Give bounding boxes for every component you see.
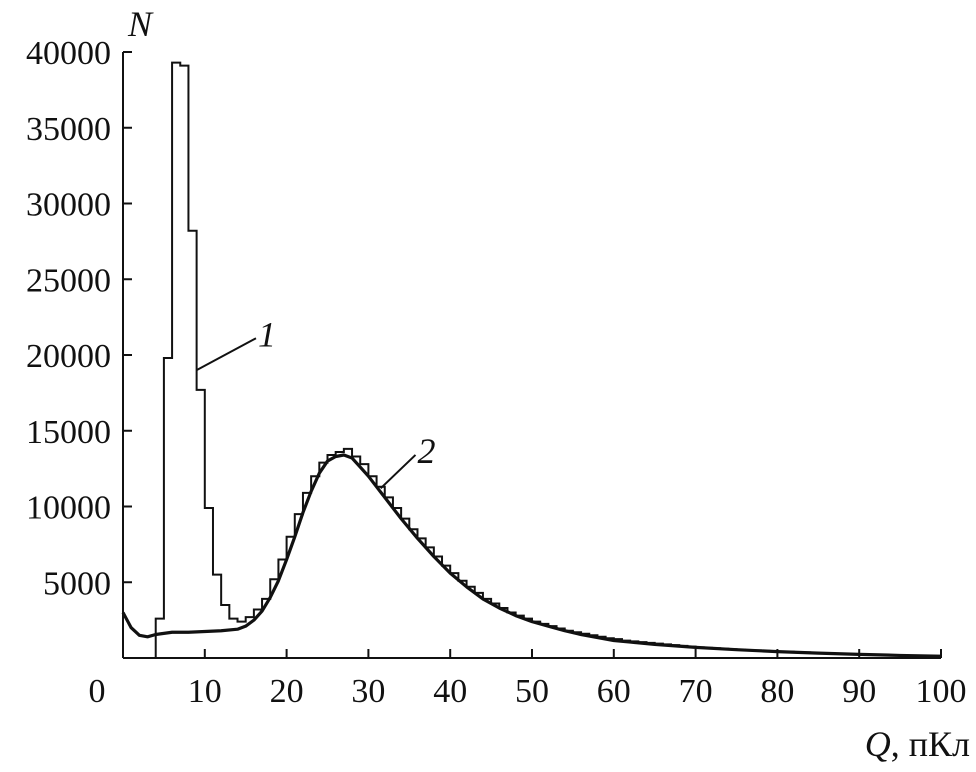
x-tick-label: 0 — [89, 673, 106, 710]
x-tick-label: 30 — [351, 673, 385, 710]
x-tick-label: 90 — [842, 673, 876, 710]
y-axis-title: N — [127, 4, 154, 44]
annotations: 12 — [196, 314, 435, 490]
x-tick-label: 10 — [188, 673, 222, 710]
y-tick-label: 10000 — [26, 490, 111, 527]
ticks: 5000 10000 15000 20000 25000 30000 35000 40000 0… — [26, 35, 967, 710]
y-tick-label: 25000 — [26, 262, 111, 299]
series-2-label: 2 — [417, 431, 435, 471]
x-tick-label: 40 — [433, 673, 467, 710]
x-axis-variable: Q — [865, 724, 891, 764]
x-tick-label: 70 — [679, 673, 713, 710]
x-tick-label: 60 — [597, 673, 631, 710]
series-1-leader-line — [196, 337, 257, 372]
series-1-histogram — [154, 61, 942, 658]
series — [121, 61, 942, 658]
y-tick-label: 15000 — [26, 414, 111, 451]
y-tick-label: 30000 — [26, 187, 111, 224]
series-2-leader-line — [379, 454, 417, 490]
series-2-curve — [121, 453, 942, 658]
y-tick-label: 5000 — [43, 565, 111, 602]
y-tick-label: 35000 — [26, 111, 111, 148]
series-1-label: 1 — [258, 314, 276, 354]
x-tick-label: 100 — [916, 673, 967, 710]
x-tick-label: 80 — [760, 673, 794, 710]
x-tick-label: 50 — [515, 673, 549, 710]
x-axis-title: Q, пКл — [865, 724, 970, 764]
y-tick-label: 40000 — [26, 35, 111, 72]
y-tick-label: 20000 — [26, 338, 111, 375]
x-axis-unit: , пКл — [891, 724, 970, 764]
axes — [122, 52, 941, 659]
x-tick-label: 20 — [270, 673, 304, 710]
